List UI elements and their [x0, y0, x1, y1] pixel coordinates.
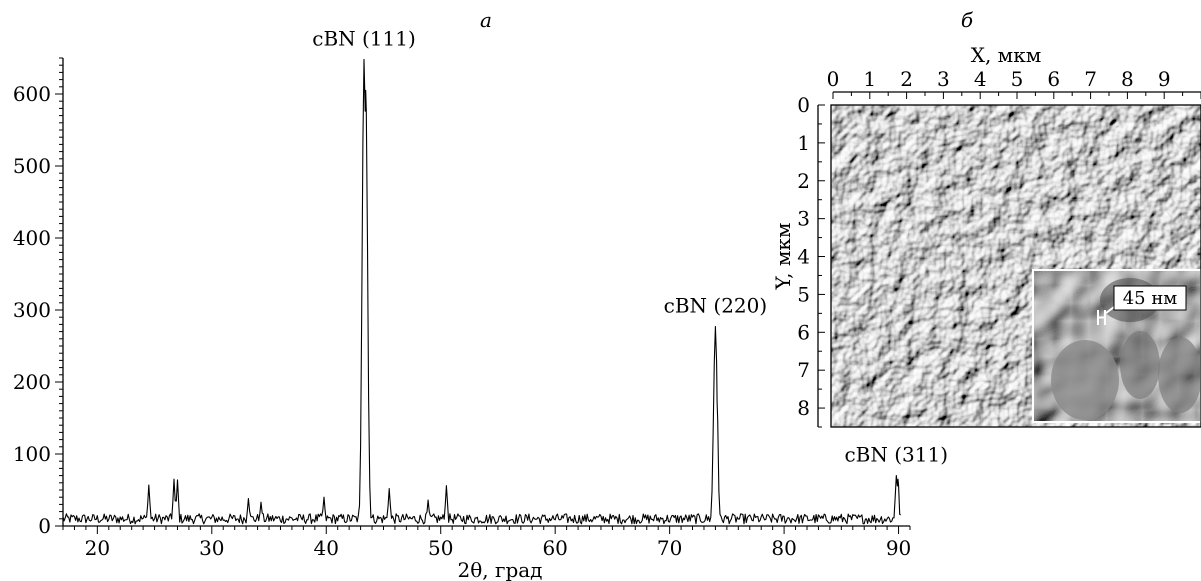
y-tick-label: 400	[13, 226, 51, 250]
afm-y-tick-label: 8	[797, 396, 810, 420]
afm-image: 45 нм	[831, 105, 1201, 427]
peak-annotation: cBN (220)	[664, 294, 768, 318]
x-axis-label: 2θ, град	[458, 558, 543, 581]
panel-a-label: а	[480, 8, 492, 32]
peak-annotation: cBN (311)	[844, 443, 948, 467]
x-tick-label: 90	[886, 536, 911, 560]
x-tick-label: 20	[85, 536, 110, 560]
y-tick-label: 300	[13, 298, 51, 322]
afm-x-tick-label: 2	[900, 67, 913, 91]
y-tick-label: 100	[13, 442, 51, 466]
y-tick-label: 200	[13, 370, 51, 394]
afm-y-tick-label: 3	[797, 207, 810, 231]
afm-x-tick-label: 3	[937, 67, 950, 91]
afm-y-tick-label: 5	[797, 282, 810, 306]
xrd-annotations: cBN (111) cBN (220) cBN (311)	[312, 26, 948, 466]
afm-x-tick-label: 7	[1084, 67, 1097, 91]
afm-x-tick-label: 9	[1158, 67, 1171, 91]
afm-y-tick-label: 7	[797, 358, 810, 382]
x-tick-label: 50	[428, 536, 453, 560]
afm-y-axis-label: Y, мкм	[771, 223, 795, 291]
afm-x-tick-label: 0	[827, 67, 840, 91]
x-tick-label: 30	[199, 536, 224, 560]
afm-y-tick-label: 2	[797, 169, 810, 193]
afm-x-tick-label: 1	[863, 67, 876, 91]
afm-x-axis-label: X, мкм	[971, 43, 1042, 67]
inset-label: 45 нм	[1123, 288, 1178, 309]
x-tick-label: 70	[657, 536, 682, 560]
x-tick-label: 40	[314, 536, 339, 560]
x-tick-label: 60	[542, 536, 567, 560]
y-tick-label: 500	[13, 154, 51, 178]
y-tick-label: 600	[13, 82, 51, 106]
afm-x-tick-label: 4	[974, 67, 987, 91]
afm-y-tick-label: 4	[797, 245, 810, 269]
afm-x-tick-label: 5	[1011, 67, 1024, 91]
y-tick-label: 0	[38, 514, 51, 538]
afm-y-tick-label: 1	[797, 131, 810, 155]
afm-x-tick-label: 6	[1047, 67, 1060, 91]
xrd-trace-line	[62, 58, 902, 525]
panel-b-label: б	[961, 8, 974, 32]
peak-annotation: cBN (111)	[312, 26, 416, 50]
afm-x-tick-label: 8	[1121, 67, 1134, 91]
afm-y-tick-label: 0	[797, 93, 810, 117]
inset-label-box	[1113, 285, 1187, 311]
afm-y-tick-label: 6	[797, 320, 810, 344]
afm-inset: 45 нм	[1032, 269, 1201, 423]
x-tick-label: 80	[771, 536, 796, 560]
